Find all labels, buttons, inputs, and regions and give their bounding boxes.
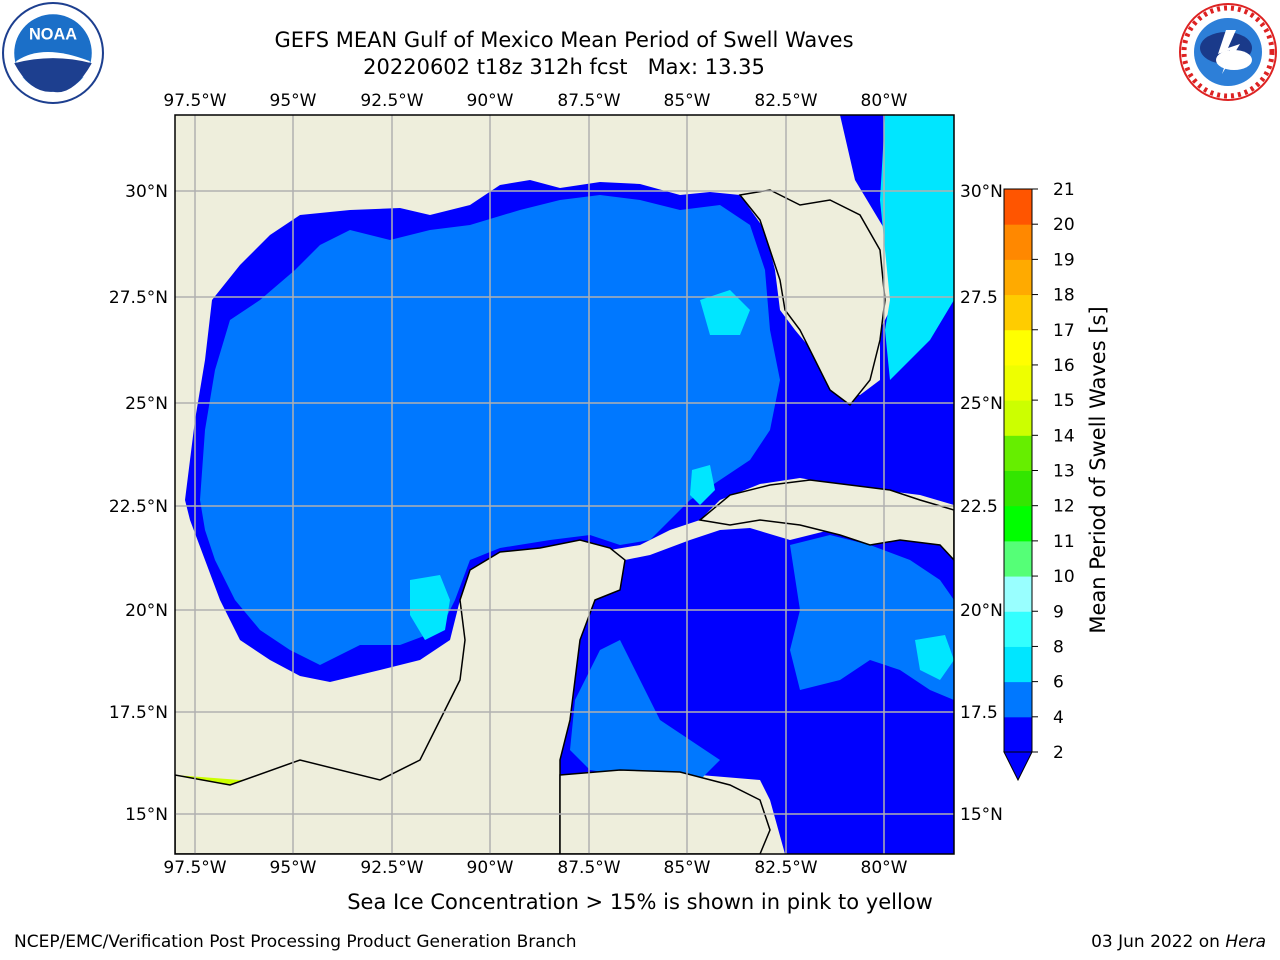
colorbar-tick-label: 19 [1053, 250, 1075, 270]
colorbar-tick-label: 10 [1053, 567, 1075, 587]
lat-ticks-left: 30°N 27.5°N 25°N 22.5°N 20°N 17.5°N 15°N [109, 182, 168, 825]
colorbar-tick-label: 16 [1053, 356, 1075, 376]
colorbar-band [1004, 540, 1032, 577]
colorbar-band [1004, 259, 1032, 296]
colorbar-tick-label: 12 [1053, 497, 1075, 517]
colorbar-band [1004, 224, 1032, 260]
colorbar-band [1004, 681, 1032, 718]
lon-tick-label: 80°W [861, 858, 908, 878]
colorbar-band [1004, 189, 1032, 225]
colorbar-extend-arrow [1003, 751, 1033, 782]
map-frame [174, 114, 955, 855]
lon-tick-label: 90°W [467, 858, 514, 878]
colorbar-band [1004, 400, 1032, 436]
credit-host: Hera [1225, 932, 1266, 952]
lon-tick-label: 90°W [467, 91, 514, 111]
colorbar-tick-label: 8 [1053, 637, 1064, 657]
colorbar-band [1004, 611, 1032, 647]
lat-tick-label: 15°N [125, 805, 168, 825]
lat-ticks-right: 30°N 27.5 25°N 22.5 20°N 17.5 15°N [960, 182, 1003, 825]
gulf-light-patch-2 [700, 290, 750, 335]
central-america-land [559, 769, 771, 854]
colorbar-tick-label: 17 [1053, 321, 1075, 341]
lat-tick-label: 20°N [125, 601, 168, 621]
lat-tick-label: 17.5 [960, 703, 998, 723]
lon-tick-label: 95°W [270, 858, 317, 878]
caribbean-light-patch [915, 635, 954, 680]
colorbar-band [1004, 576, 1032, 612]
lon-tick-label: 97.5°W [163, 91, 226, 111]
colorbar-band [1004, 470, 1032, 507]
atlantic-ocean-light [880, 115, 954, 380]
lat-tick-label: 22.5 [960, 497, 998, 517]
sea-ice-caption: Sea Ice Concentration > 15% is shown in … [347, 890, 933, 914]
lat-tick-label: 20°N [960, 601, 1003, 621]
lat-tick-label: 30°N [960, 182, 1003, 202]
colorbar-band [1004, 364, 1032, 401]
colorbar: 2 4 6 8 9 10 11 12 13 14 15 16 17 18 19 20 21 [1003, 180, 1075, 782]
noaa-logo: NOAA [2, 2, 104, 104]
credit-date: 03 Jun 2022 on Hera [1091, 932, 1266, 952]
lat-tick-label: 27.5 [960, 288, 998, 308]
colorbar-band [1004, 329, 1032, 366]
lon-tick-label: 85°W [664, 91, 711, 111]
colorbar-band [1004, 646, 1032, 683]
caribbean-ocean-mid [790, 535, 954, 700]
lat-tick-label: 17.5°N [109, 703, 168, 723]
lon-tick-label: 82.5°W [754, 91, 817, 111]
colorbar-tick-label: 20 [1053, 215, 1075, 235]
lon-tick-label: 87.5°W [557, 91, 620, 111]
nws-logo [1179, 3, 1277, 101]
lon-tick-label: 82.5°W [754, 858, 817, 878]
colorbar-tick-label: 13 [1053, 462, 1075, 482]
caribbean-ocean-mid-2 [570, 640, 720, 780]
colorbar-band [1004, 435, 1032, 471]
gulf-light-patch-1 [410, 575, 450, 640]
lat-tick-label: 25°N [960, 394, 1003, 414]
colorbar-tick-label: 21 [1053, 180, 1075, 200]
lon-tick-label: 97.5°W [163, 858, 226, 878]
colorbar-band [1004, 294, 1032, 331]
chart-title: GEFS MEAN Gulf of Mexico Mean Period of … [274, 28, 854, 52]
lon-tick-label: 80°W [861, 91, 908, 111]
lon-tick-label: 92.5°W [360, 858, 423, 878]
lon-tick-label: 95°W [270, 91, 317, 111]
colorbar-band [1004, 716, 1032, 753]
lat-tick-label: 27.5°N [109, 288, 168, 308]
lat-tick-label: 15°N [960, 805, 1003, 825]
lon-ticks-bottom: 97.5°W 95°W 92.5°W 90°W 87.5°W 85°W 82.5°W 80°W [163, 858, 907, 878]
lon-tick-label: 85°W [664, 858, 711, 878]
gulf-light-patch-3 [690, 465, 715, 505]
chart-subtitle: 20220602 t18z 312h fcst Max: 13.35 [363, 55, 765, 79]
colorbar-band [1004, 505, 1032, 542]
colorbar-tick-label: 11 [1053, 532, 1075, 552]
colorbar-tick-label: 9 [1053, 602, 1064, 622]
colorbar-tick-label: 6 [1053, 673, 1064, 693]
lon-tick-label: 92.5°W [360, 91, 423, 111]
svg-text:NOAA: NOAA [29, 26, 77, 44]
graticule [175, 115, 954, 854]
lat-tick-label: 30°N [125, 182, 168, 202]
lat-tick-label: 25°N [125, 394, 168, 414]
colorbar-tick-label: 4 [1053, 708, 1064, 728]
lon-ticks-top: 97.5°W 95°W 92.5°W 90°W 87.5°W 85°W 82.5°W 80°W [163, 91, 907, 111]
map-panel [175, 115, 954, 854]
colorbar-tick-label: 2 [1053, 743, 1064, 763]
lat-tick-label: 22.5°N [109, 497, 168, 517]
credit-branch: NCEP/EMC/Verification Post Processing Pr… [14, 932, 577, 952]
colorbar-tick-label: 14 [1053, 426, 1075, 446]
lon-tick-label: 87.5°W [557, 858, 620, 878]
colorbar-tick-label: 15 [1053, 391, 1075, 411]
colorbar-tick-label: 18 [1053, 286, 1075, 306]
